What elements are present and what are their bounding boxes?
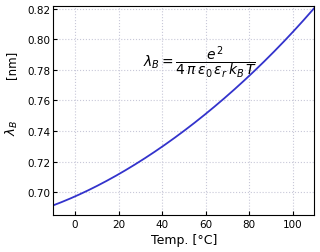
Text: $\lambda_B = \dfrac{e^2}{4\,\pi\,\varepsilon_0\,\varepsilon_r\,k_B\,T}$: $\lambda_B = \dfrac{e^2}{4\,\pi\,\vareps… [143,45,256,81]
X-axis label: Temp. [°C]: Temp. [°C] [151,234,217,246]
Text: $\lambda_B$: $\lambda_B$ [4,120,20,136]
Text: [nm]: [nm] [5,51,18,79]
